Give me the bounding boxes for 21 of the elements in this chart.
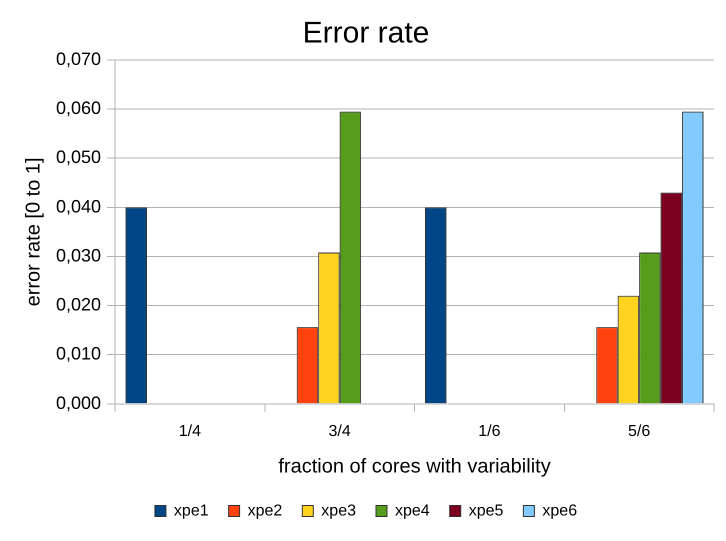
legend-label: xpe1: [174, 502, 209, 520]
x-tick-label: 1/6: [478, 422, 501, 440]
y-tick-label: 0,030: [56, 245, 102, 266]
legend-label: xpe6: [542, 502, 578, 520]
y-axis-title: error rate [0 to 1]: [22, 157, 45, 306]
legend-label: xpe4: [395, 502, 430, 520]
y-tick-label: 0,020: [56, 294, 102, 315]
legend-label: xpe2: [248, 502, 282, 520]
y-tick-label: 0,010: [56, 344, 102, 364]
x-tick-label: 3/4: [328, 422, 351, 440]
x-axis-title: fraction of cores with variability: [278, 456, 551, 478]
chart-title: Error rate: [302, 16, 430, 50]
x-tick-label: 1/4: [178, 422, 202, 440]
y-tick-label: 0,000: [56, 392, 102, 413]
y-tick-label: 0,050: [56, 147, 102, 168]
y-tick-label: 0,040: [56, 196, 102, 216]
x-tick-label: 5/6: [628, 422, 650, 440]
legend-label: xpe5: [468, 502, 504, 520]
legend-label: xpe3: [321, 502, 356, 520]
y-tick-label: 0,070: [56, 48, 102, 69]
y-tick-label: 0,060: [56, 98, 102, 118]
